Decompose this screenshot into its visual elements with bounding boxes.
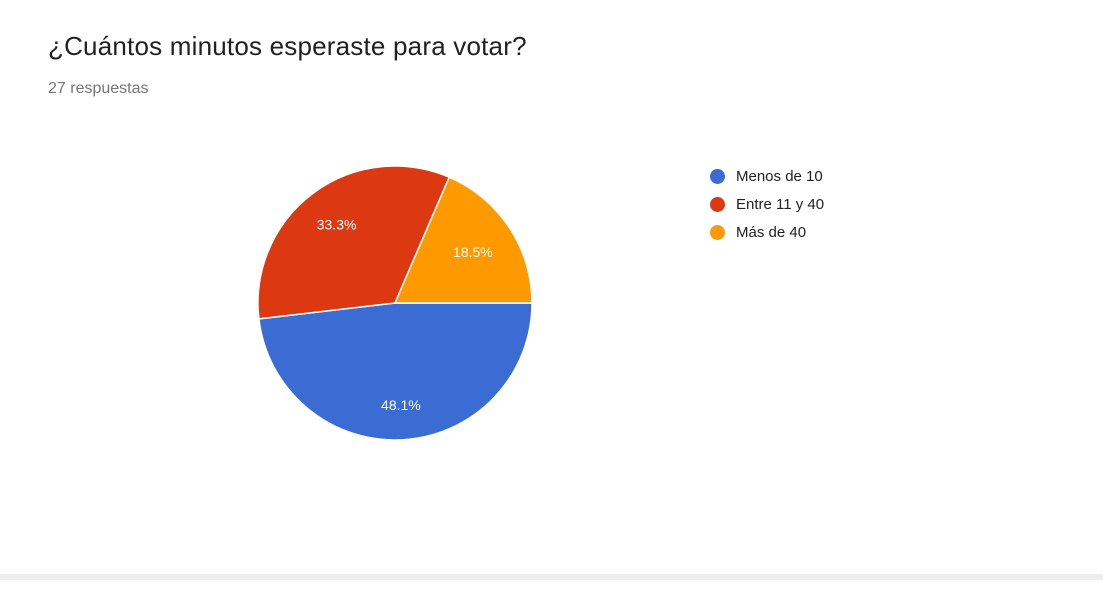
pie-slice-0[interactable] xyxy=(258,302,533,441)
chart-legend: Menos de 10 Entre 11 y 40 Más de 40 xyxy=(710,162,824,246)
response-count: 27 respuestas xyxy=(48,80,149,97)
legend-item: Entre 11 y 40 xyxy=(710,190,824,218)
legend-item-label: Entre 11 y 40 xyxy=(736,195,825,213)
legend-item-label: Más de 40 xyxy=(736,223,807,241)
card-divider xyxy=(0,574,1103,580)
legend-item-label: Menos de 10 xyxy=(736,167,823,185)
legend-item: Más de 40 xyxy=(710,218,824,246)
pie-slice-2[interactable] xyxy=(394,176,533,304)
slice-percent-label: 33.3% xyxy=(317,217,357,233)
legend-color-dot xyxy=(710,168,725,184)
slice-percent-label: 18.5% xyxy=(453,244,493,260)
pie-slice-1[interactable] xyxy=(257,165,451,320)
question-title: ¿Cuántos minutos esperaste para votar? xyxy=(48,31,527,61)
legend-color-dot xyxy=(710,196,725,212)
slice-percent-label: 48.1% xyxy=(381,397,421,413)
legend-color-dot xyxy=(710,224,725,240)
legend-item: Menos de 10 xyxy=(710,162,824,190)
pie-chart: 48.1% 33.3% 18.5% xyxy=(257,165,533,441)
